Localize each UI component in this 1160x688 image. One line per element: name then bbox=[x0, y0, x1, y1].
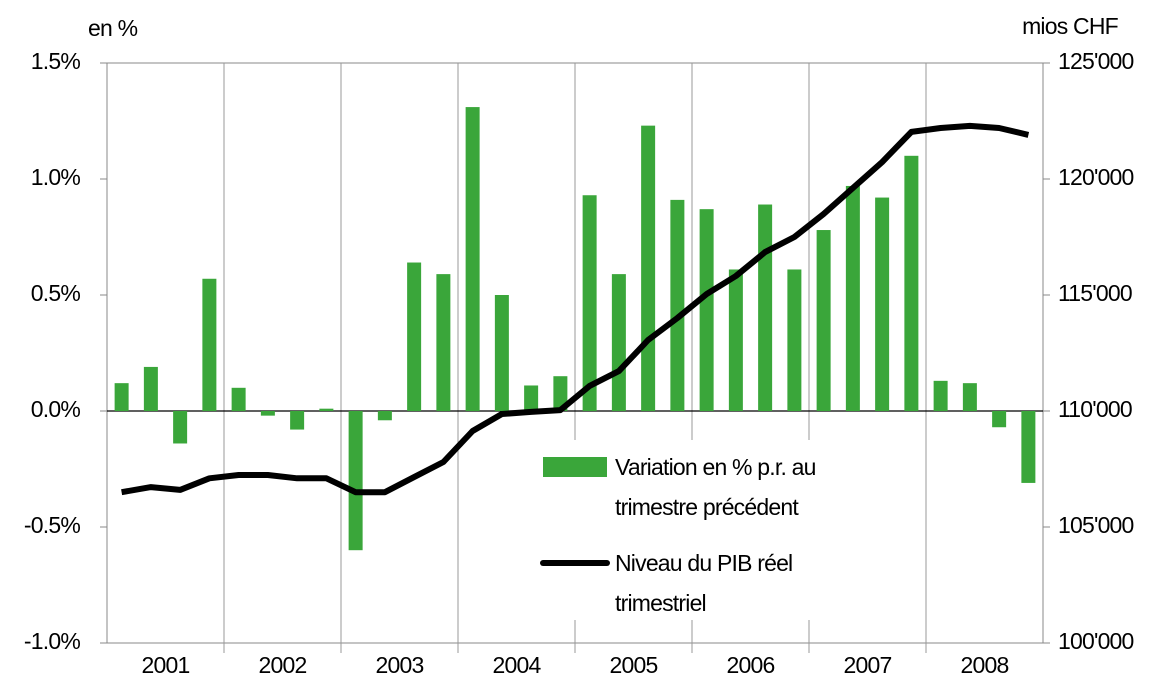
bar bbox=[319, 408, 334, 411]
bar bbox=[670, 199, 685, 411]
y-tick-label: 1.5% bbox=[31, 48, 81, 74]
bar bbox=[816, 230, 831, 411]
bar bbox=[494, 295, 509, 411]
y2-tick-label: 100'000 bbox=[1058, 628, 1134, 654]
x-tick-label: 2001 bbox=[142, 652, 190, 678]
bar bbox=[904, 155, 919, 411]
legend-label: Niveau du PIB réel trimestriel bbox=[615, 550, 793, 616]
bar bbox=[758, 204, 773, 411]
y2-tick-label: 125'000 bbox=[1058, 48, 1134, 74]
bar bbox=[553, 376, 568, 411]
bar bbox=[465, 107, 480, 411]
bar bbox=[962, 383, 977, 411]
x-tick-label: 2006 bbox=[727, 652, 775, 678]
bar bbox=[1021, 411, 1036, 483]
bar bbox=[436, 274, 451, 411]
bar bbox=[875, 197, 890, 411]
legend-label: Variation en % p.r. au trimestre précéde… bbox=[615, 454, 816, 520]
legend-entry: Variation en % p.r. au trimestre précéde… bbox=[615, 454, 816, 520]
x-tick-label: 2008 bbox=[961, 652, 1009, 678]
x-tick-label: 2002 bbox=[259, 652, 307, 678]
bar bbox=[611, 274, 626, 411]
legend-swatch bbox=[543, 457, 607, 477]
bar bbox=[290, 411, 305, 430]
y2-tick-label: 105'000 bbox=[1058, 512, 1134, 538]
x-tick-label: 2004 bbox=[493, 652, 542, 678]
y-tick-label: 1.0% bbox=[31, 164, 81, 190]
bar bbox=[524, 385, 539, 411]
bar bbox=[377, 411, 392, 421]
bar bbox=[231, 387, 246, 411]
bar bbox=[641, 125, 656, 411]
bar bbox=[260, 411, 275, 416]
y-tick-label: 0.0% bbox=[31, 396, 81, 422]
x-tick-label: 2003 bbox=[376, 652, 424, 678]
bar bbox=[728, 269, 743, 411]
y-tick-label: -1.0% bbox=[24, 628, 80, 654]
bar bbox=[787, 269, 802, 411]
bar bbox=[933, 380, 948, 411]
line bbox=[121, 122, 1030, 496]
bar bbox=[114, 383, 129, 411]
y-tick-label: 0.5% bbox=[31, 280, 81, 306]
y2-tick-label: 110'000 bbox=[1058, 396, 1132, 422]
legend-entry: Niveau du PIB réel trimestriel bbox=[615, 550, 793, 616]
x-tick-label: 2005 bbox=[610, 652, 658, 678]
bar bbox=[202, 278, 217, 411]
y2-tick-label: 120'000 bbox=[1058, 164, 1134, 190]
y-tick-label: -0.5% bbox=[24, 512, 80, 538]
bar bbox=[143, 366, 158, 411]
bar bbox=[348, 411, 363, 551]
bar bbox=[699, 209, 714, 411]
bar bbox=[582, 195, 597, 411]
x-tick-label: 2007 bbox=[844, 652, 892, 678]
y2-axis-label: mios CHF bbox=[1022, 13, 1119, 39]
y2-tick-label: 115'000 bbox=[1058, 280, 1132, 306]
bar bbox=[992, 411, 1007, 428]
bar bbox=[173, 411, 188, 444]
bar bbox=[407, 262, 422, 411]
y-axis-label: en % bbox=[88, 15, 138, 41]
bar bbox=[845, 185, 860, 411]
